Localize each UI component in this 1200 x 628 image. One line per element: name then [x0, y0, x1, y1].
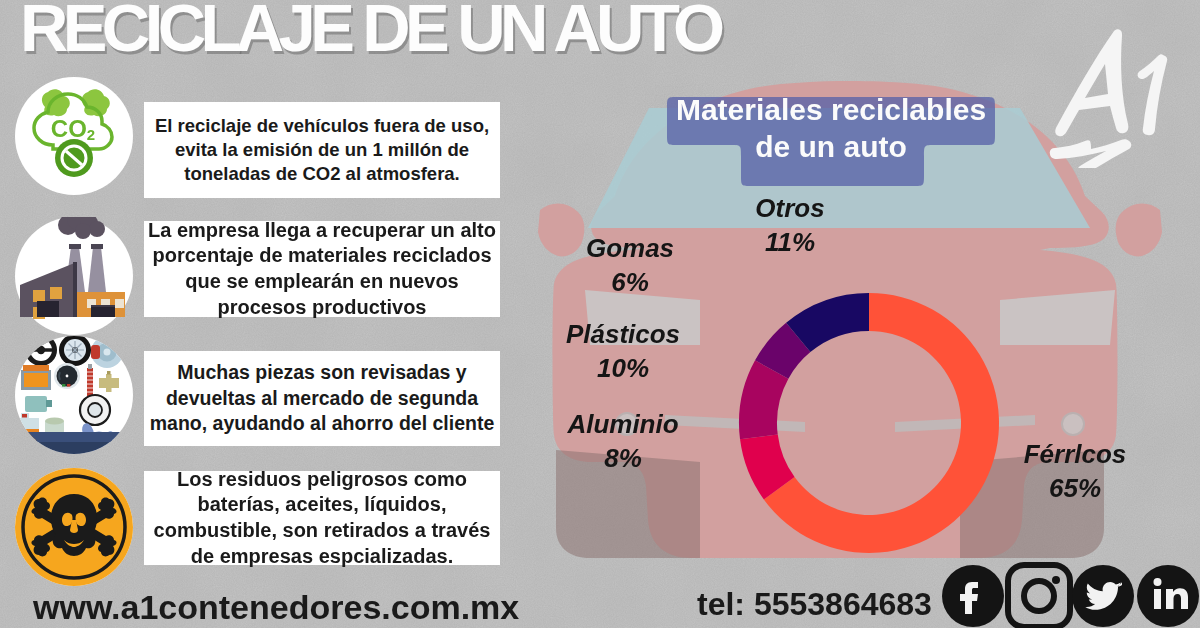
svg-text:CO2: CO2: [51, 115, 95, 143]
